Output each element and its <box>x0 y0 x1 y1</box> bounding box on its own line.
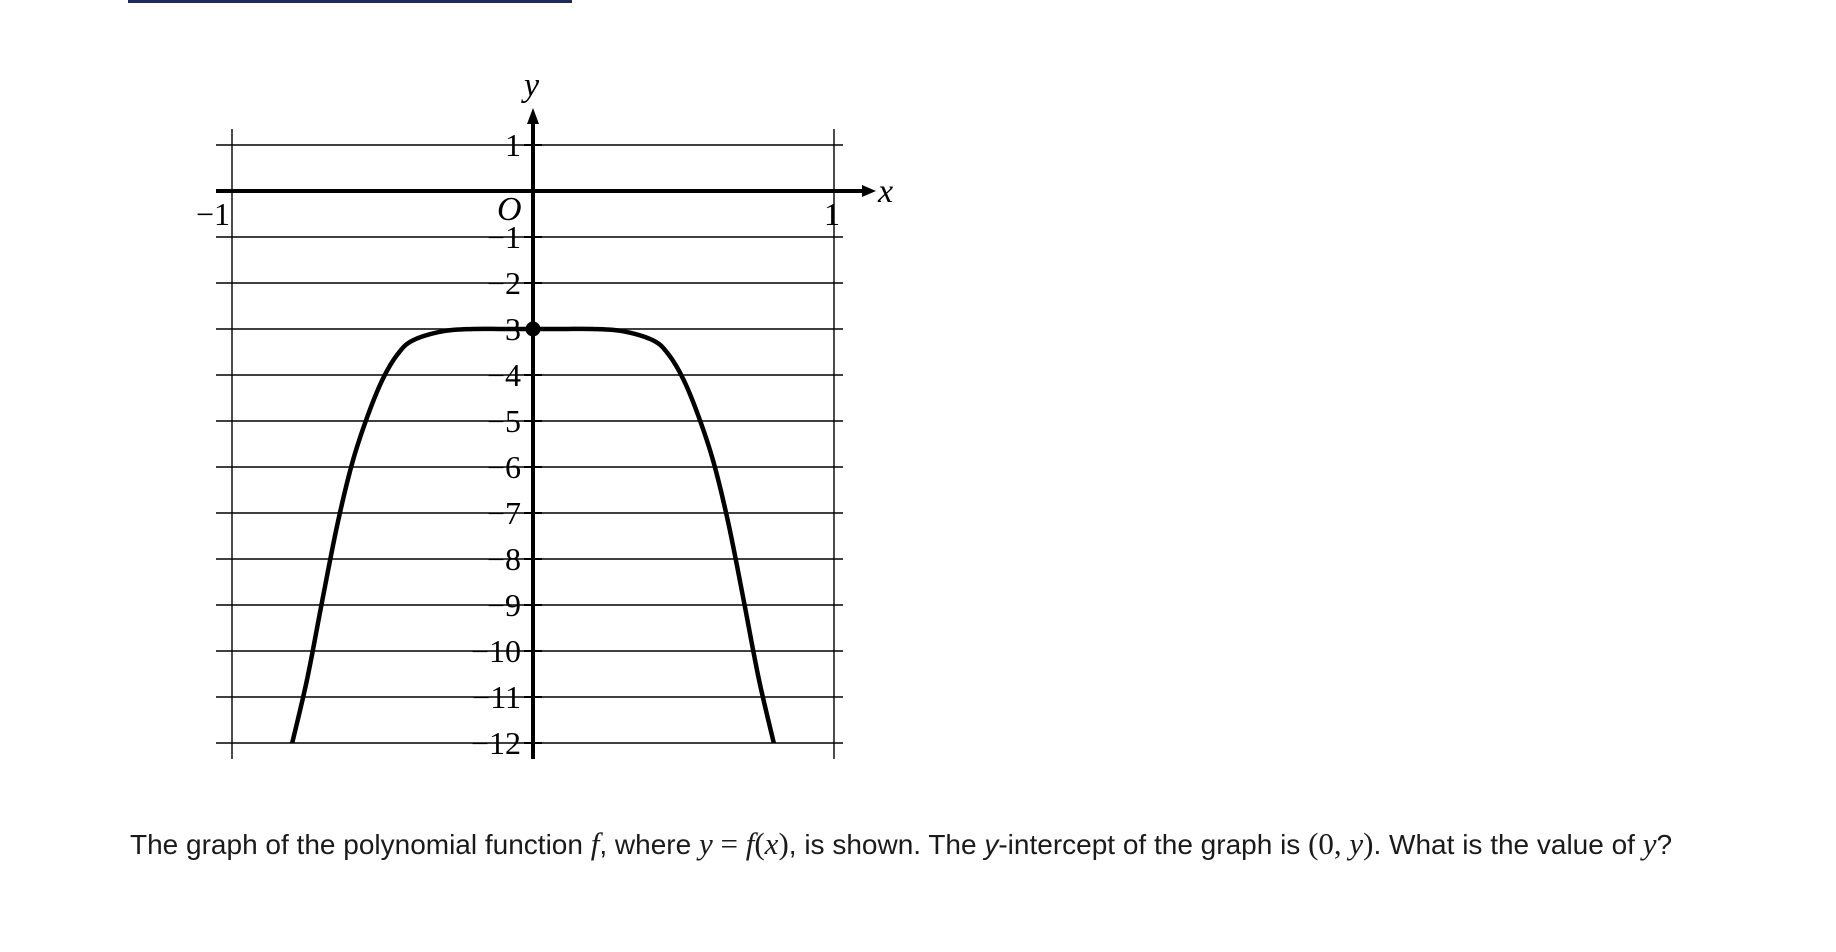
equation-lhs: y <box>698 826 713 861</box>
y-axis-arrow <box>527 108 539 124</box>
origin-label: O <box>497 191 522 228</box>
question-part5: . What is the value of <box>1373 829 1643 860</box>
point-open: (0, <box>1308 826 1350 861</box>
y-tick-label: −1 <box>487 219 521 255</box>
x-axis-arrow <box>862 185 876 197</box>
equals-sign: = <box>712 826 746 861</box>
y-tick-label: −12 <box>471 725 521 761</box>
point-y: y <box>1349 826 1364 861</box>
question-part1: The graph of the polynomial function <box>130 829 591 860</box>
final-y: y <box>1642 826 1657 861</box>
y-tick-label: −6 <box>487 449 521 485</box>
question-part6: ? <box>1656 829 1673 860</box>
points <box>525 321 541 337</box>
point-close: ) <box>1363 826 1374 861</box>
question-part2: , where <box>599 829 699 860</box>
equation-rhs-f: f <box>745 826 755 861</box>
x-tick-label: −1 <box>196 196 230 232</box>
y-tick-label: −7 <box>487 495 521 531</box>
intercept-point: (0, y) <box>1308 826 1373 861</box>
equation-rhs-x: x <box>764 826 779 861</box>
function-name: f <box>590 826 600 861</box>
y-tick-label: −8 <box>487 541 521 577</box>
equation: y = f(x) <box>699 826 789 861</box>
question-part4: -intercept of the graph is <box>998 829 1309 860</box>
x-axis-label: x <box>877 173 893 210</box>
top-divider <box>128 0 572 3</box>
y-letter: y <box>984 829 999 860</box>
question-text: The graph of the polynomial function f, … <box>130 822 1730 867</box>
y-intercept-point <box>525 321 541 337</box>
y-tick-label: −4 <box>487 357 521 393</box>
y-tick-label: −9 <box>487 587 521 623</box>
y-axis-label: y <box>521 67 540 104</box>
x-tick-label: 1 <box>824 196 840 232</box>
y-tick-label: −2 <box>487 265 521 301</box>
y-tick-label: −5 <box>487 403 521 439</box>
y-tick-label: −10 <box>471 633 521 669</box>
axes <box>216 108 876 759</box>
question-part3: , is shown. The <box>788 829 985 860</box>
equation-close-paren: ) <box>778 826 789 861</box>
y-tick-label: 1 <box>505 127 521 163</box>
y-tick-label: −11 <box>472 679 521 715</box>
equation-open-paren: ( <box>754 826 765 861</box>
